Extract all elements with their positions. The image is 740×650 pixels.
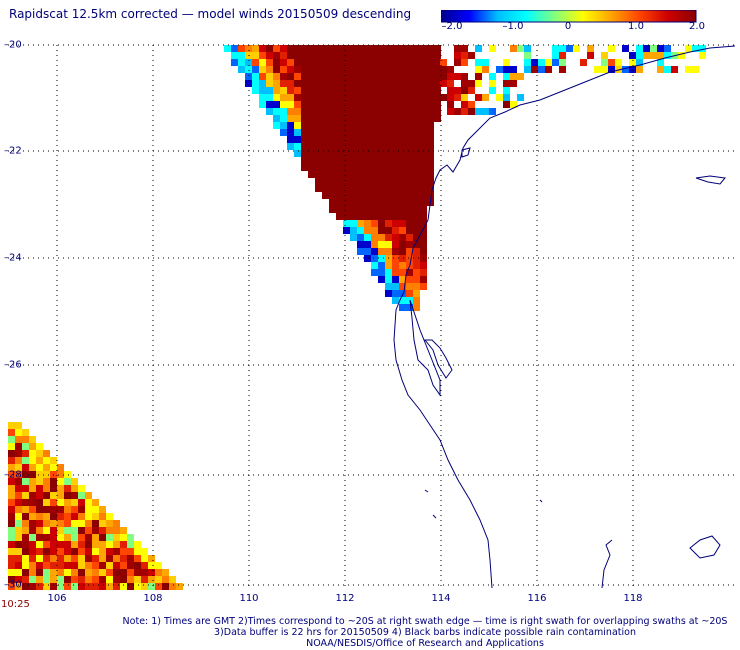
peninsula-outline [409,299,441,397]
northern-island [695,175,726,185]
islet-3 [539,499,543,503]
colorbar-gradient [441,10,697,23]
lon-label: 118 [623,593,643,604]
ningaloo-inlet [461,147,471,158]
map-title: Rapidscat 12.5km corrected — model winds… [9,7,412,21]
islet-1 [424,489,429,493]
colorbar-label: –2.0 [441,21,463,32]
note-line: 3)Data buffer is 22 hrs for 20150509 4) … [214,627,636,638]
southeast-islands [689,535,721,559]
footnotes: Note: 1) Times are GMT 2)Times correspon… [110,616,740,649]
lat-label: –30 [4,579,22,591]
note-line: Note: 1) Times are GMT 2)Times correspon… [122,616,728,627]
lat-label: –22 [4,145,22,157]
lon-label: 114 [431,593,451,604]
lon-label: 108 [143,593,163,604]
coastline-layer [393,45,736,589]
wind-map [8,44,736,590]
lat-label: –28 [4,469,22,481]
colorbar-label: 1.0 [628,21,644,32]
lat-label: –26 [4,359,22,371]
lat-label: –24 [4,252,22,264]
graticule-layer [8,44,735,590]
lon-label: 110 [239,593,259,604]
southeast-coast-fragment [601,539,613,589]
lat-label: –20 [4,39,22,51]
shark-bay-outline [423,339,453,379]
west-australia-coastline [393,45,736,589]
colorbar [441,10,697,23]
islet-2 [432,514,437,519]
colorbar-label: 2.0 [689,21,705,32]
swath-time-label: 10:25 [1,599,30,610]
colorbar-label: 0 [564,21,572,32]
lon-label: 112 [335,593,355,604]
note-line: NOAA/NESDIS/Office of Research and Appli… [306,638,544,649]
wind-swath-layer [8,45,706,590]
colorbar-label: –1.0 [502,21,524,32]
lon-label: 106 [47,593,67,604]
lon-label: 116 [527,593,547,604]
